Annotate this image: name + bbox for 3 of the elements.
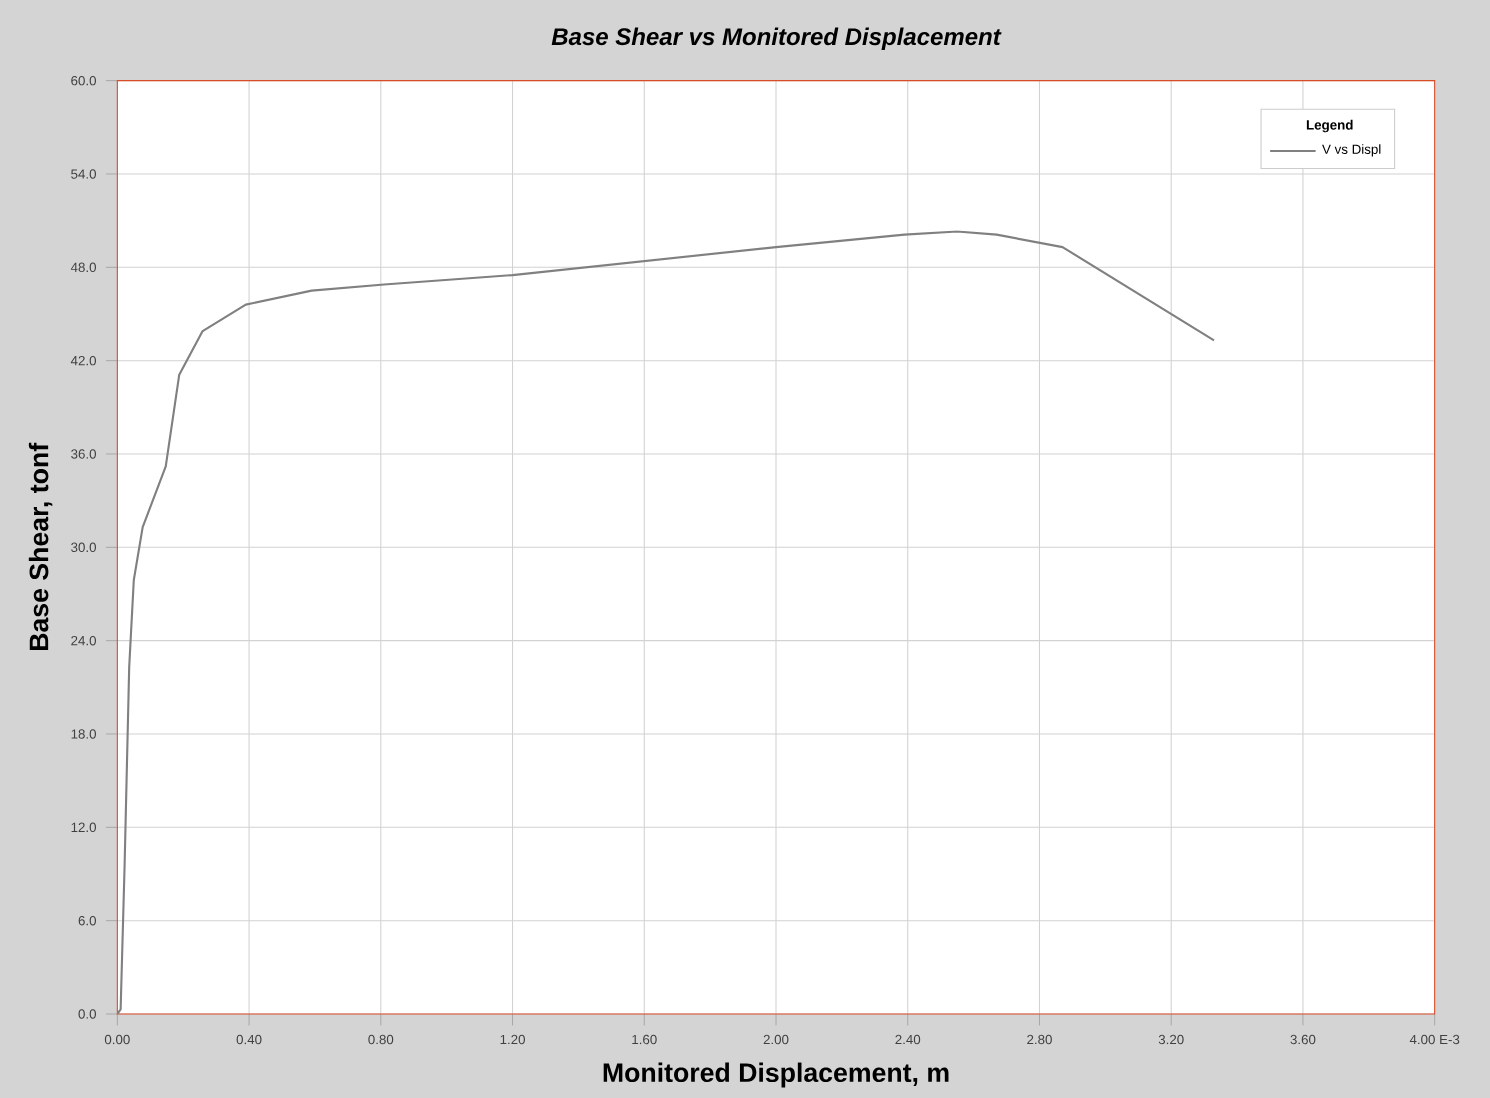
chart-title: Base Shear vs Monitored Displacement <box>551 27 1002 50</box>
x-axis-title: Monitored Displacement, m <box>603 1062 949 1088</box>
y-axis-title: Base Shear, tonf <box>28 442 53 651</box>
